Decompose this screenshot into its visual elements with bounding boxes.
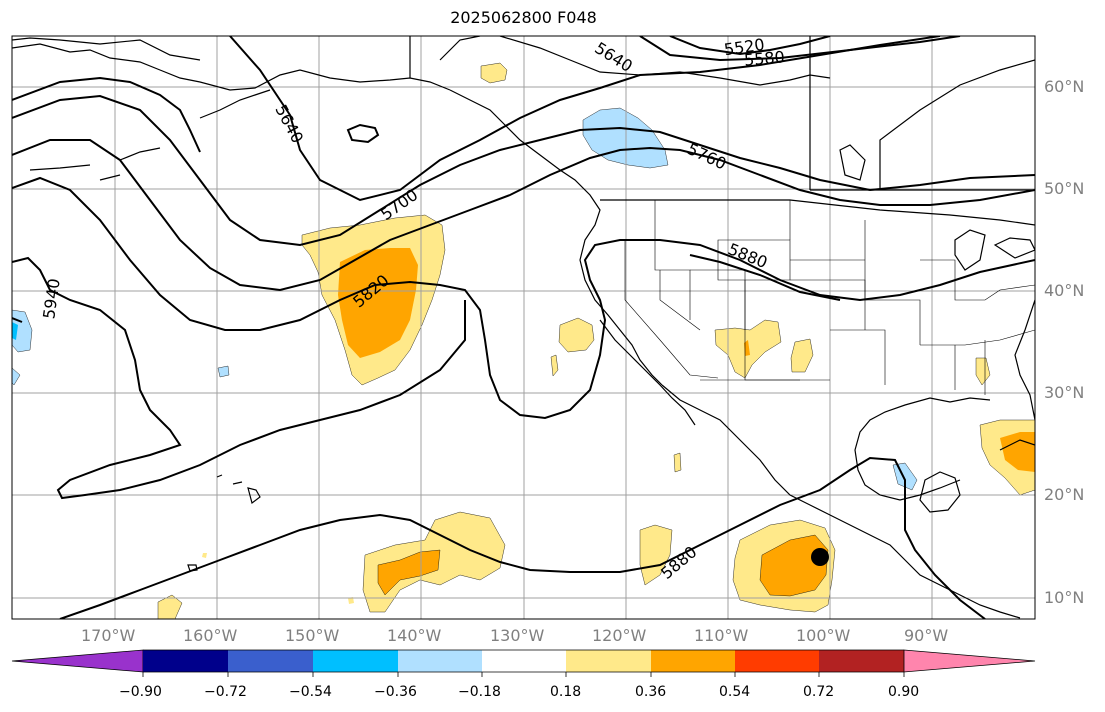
colorbar-bin — [651, 650, 735, 672]
colorbar-tick-label: −0.18 — [458, 684, 501, 700]
contour-label-5760: 5760 — [684, 139, 729, 173]
colorbar-bin — [143, 650, 228, 672]
lat-label-20n: 20°N — [1044, 485, 1085, 504]
coastlines — [12, 36, 1035, 619]
lat-label-30n: 30°N — [1044, 383, 1085, 402]
colorbar-tick-label: 0.72 — [803, 684, 835, 700]
colorbar-bin — [398, 650, 482, 672]
colorbar-extend-high — [903, 649, 1036, 673]
colorbar-tick-label: 0.36 — [635, 684, 667, 700]
lat-label-10n: 10°N — [1044, 588, 1085, 607]
colorbar — [11, 649, 1036, 677]
lon-label-120w: 120°W — [592, 626, 647, 645]
lon-label-170w: 170°W — [81, 626, 136, 645]
lon-label-90w: 90°W — [904, 626, 949, 645]
lon-label-140w: 140°W — [387, 626, 442, 645]
height-contours — [12, 36, 1035, 619]
lon-label-130w: 130°W — [490, 626, 545, 645]
contour-5820 — [12, 176, 1035, 420]
colorbar-tick-label: 0.18 — [550, 684, 582, 700]
storm-center-marker — [811, 548, 829, 566]
contour-5520 — [669, 36, 831, 56]
contour-5880-east — [689, 254, 841, 301]
contour-5640 — [229, 36, 941, 202]
colorbar-extend-low — [11, 649, 144, 673]
contour-5580 — [639, 36, 961, 62]
contour-label-5940: 5940 — [39, 277, 63, 320]
contour-5880-south — [59, 456, 986, 619]
contour-label-5520: 5520 — [723, 35, 766, 59]
contour-5880-west — [12, 256, 466, 500]
lon-label-100w: 100°W — [796, 626, 851, 645]
lon-label-160w: 160°W — [183, 626, 238, 645]
shading-pacific-north-orange — [338, 248, 418, 358]
contour-label-5640-west: 5640 — [271, 101, 307, 146]
state-borders — [624, 200, 1035, 395]
colorbar-tick-label: −0.90 — [119, 684, 162, 700]
contour-label-5580: 5580 — [743, 47, 785, 69]
colorbar-bin — [228, 650, 313, 672]
contour-5760 — [12, 139, 1035, 292]
colorbar-tick-label: 0.90 — [888, 684, 920, 700]
map-frame — [11, 35, 1036, 620]
lat-label-50n: 50°N — [1044, 179, 1085, 198]
gridlines — [12, 36, 1035, 619]
contour-5640-west — [12, 76, 201, 153]
lat-label-40n: 40°N — [1044, 281, 1085, 300]
lon-label-110w: 110°W — [694, 626, 749, 645]
colorbar-tick-label: −0.36 — [374, 684, 417, 700]
colorbar-bin — [482, 650, 566, 672]
shaded-field — [12, 62, 1035, 619]
contour-5700 — [12, 94, 1035, 247]
map-title: 2025062800 F048 — [450, 8, 597, 27]
colorbar-bin — [566, 650, 651, 672]
contour-closed-low — [346, 123, 380, 144]
contour-label-5880: 5880 — [725, 239, 770, 272]
colorbar-bin — [735, 650, 819, 672]
colorbar-tick-label: 0.54 — [719, 684, 751, 700]
contour-5940 — [12, 317, 23, 323]
colorbar-bin — [313, 650, 398, 672]
colorbar-tick-label: −0.72 — [204, 684, 247, 700]
lon-label-150w: 150°W — [285, 626, 340, 645]
colorbar-tick-label: −0.54 — [289, 684, 332, 700]
colorbar-bin — [819, 650, 904, 672]
lat-label-60n: 60°N — [1044, 77, 1085, 96]
contour-label-5640: 5640 — [591, 38, 636, 76]
